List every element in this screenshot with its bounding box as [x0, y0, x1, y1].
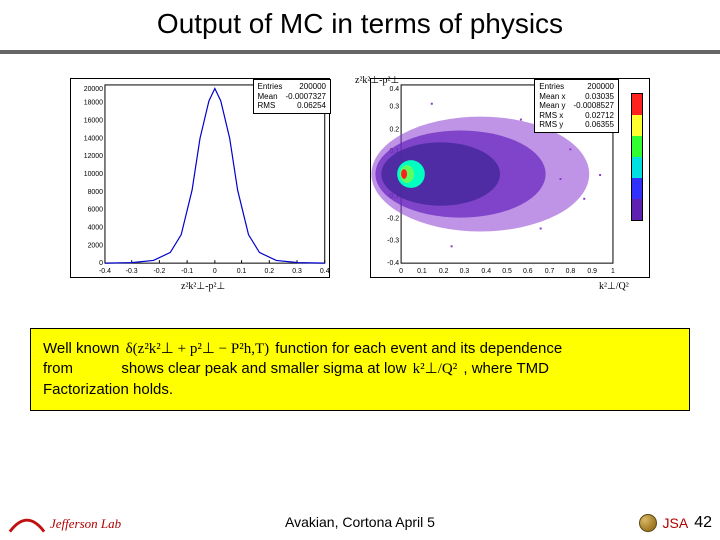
slide-title: Output of MC in terms of physics	[0, 8, 720, 40]
caption-text: , where TMD	[463, 360, 549, 377]
hist-xticks: -0.4 -0.3 -0.2 -0.1 0 0.1 0.2 0.3 0.4	[99, 268, 329, 275]
caption-text: shows clear peak and smaller sigma at lo…	[121, 360, 410, 377]
scatter-stats-box: Entries 200000 Mean x 0.03035 Mean y -0.000…	[534, 79, 619, 133]
svg-text:0.4: 0.4	[389, 86, 399, 93]
scatter-colorbar	[631, 93, 643, 221]
svg-text:0.3: 0.3	[460, 268, 470, 275]
footer-center: Avakian, Cortona April 5	[0, 514, 720, 530]
svg-text:-0.1: -0.1	[181, 268, 193, 275]
svg-text:8000: 8000	[88, 189, 104, 196]
svg-text:14000: 14000	[84, 135, 103, 142]
sc-stat-val: 0.02712	[585, 111, 614, 121]
svg-text:0.3: 0.3	[292, 268, 302, 275]
caption-text: function for each event and its dependen…	[275, 340, 562, 357]
hist-yticks: 0 2000 4000 6000 8000 10000 12000 14000 …	[84, 86, 103, 267]
svg-text:-0.3: -0.3	[126, 268, 138, 275]
svg-text:6000: 6000	[88, 207, 104, 214]
caption-formula-kt: k²⊥/Q²	[411, 361, 460, 377]
svg-text:-0.2: -0.2	[153, 268, 165, 275]
histogram-chart: -0.4 -0.3 -0.2 -0.1 0 0.1 0.2 0.3 0.4 0 …	[70, 78, 330, 278]
svg-text:20000: 20000	[84, 86, 103, 93]
scatter-yaxis-label: z²k²⊥-p²⊥	[355, 75, 399, 86]
scatter-chart: -0.4 -0.3 -0.2 -0.1 0 0.1 0.2 0.3 0.4 0 …	[370, 78, 650, 278]
sc-stat-label: Mean y	[539, 101, 565, 111]
svg-text:0.3: 0.3	[389, 104, 399, 111]
svg-text:0.6: 0.6	[523, 268, 533, 275]
svg-text:0: 0	[99, 260, 103, 267]
hist-stat-label: Mean	[258, 92, 278, 102]
svg-text:18000: 18000	[84, 100, 103, 107]
sc-stat-label: Mean x	[539, 92, 565, 102]
scatter-xaxis-label: k²⊥/Q²	[599, 281, 629, 292]
title-rule	[0, 50, 720, 54]
hist-xaxis-label: z²k²⊥-p²⊥	[181, 281, 225, 292]
svg-text:1: 1	[611, 268, 615, 275]
svg-text:10000: 10000	[84, 171, 103, 178]
hist-stat-label: RMS	[258, 101, 276, 111]
seal-icon	[639, 514, 657, 532]
svg-text:12000: 12000	[84, 153, 103, 160]
svg-text:0.8: 0.8	[566, 268, 576, 275]
caption-box: Well known δ(z²k²⊥ + p²⊥ − P²h,T) functi…	[30, 328, 690, 411]
hist-stat-val: -0.0007327	[286, 92, 326, 102]
svg-text:16000: 16000	[84, 118, 103, 125]
svg-text:0.9: 0.9	[587, 268, 597, 275]
caption-text: Well known	[43, 340, 124, 357]
sc-stat-label: RMS y	[539, 120, 563, 130]
sc-stat-val: 0.03035	[585, 92, 614, 102]
svg-text:0.2: 0.2	[439, 268, 449, 275]
jsa-logo-text: JSA	[663, 515, 689, 531]
svg-text:0: 0	[399, 268, 403, 275]
svg-text:0.4: 0.4	[481, 268, 491, 275]
svg-text:4000: 4000	[88, 224, 104, 231]
svg-text:0.2: 0.2	[264, 268, 274, 275]
sc-stat-val: -0.0008527	[574, 101, 614, 111]
charts-row: -0.4 -0.3 -0.2 -0.1 0 0.1 0.2 0.3 0.4 0 …	[70, 78, 650, 298]
sc-stat-val: 0.06355	[585, 120, 614, 130]
sc-stat-label: Entries	[539, 82, 564, 92]
svg-text:0.5: 0.5	[502, 268, 512, 275]
footer-right: JSA 42	[639, 514, 712, 532]
svg-text:-0.4: -0.4	[99, 268, 111, 275]
histogram-stats-box: Entries 200000 Mean -0.0007327 RMS 0.06254	[253, 79, 332, 114]
hist-stat-label: Entries	[258, 82, 283, 92]
svg-text:-0.4: -0.4	[387, 260, 399, 267]
svg-text:0.2: 0.2	[389, 126, 399, 133]
sc-stat-label: RMS x	[539, 111, 563, 121]
caption-text: from	[43, 360, 77, 377]
svg-text:0.4: 0.4	[320, 268, 329, 275]
svg-text:0: 0	[213, 268, 217, 275]
sc-stat-val: 200000	[587, 82, 614, 92]
hist-stat-val: 0.06254	[297, 101, 326, 111]
svg-text:0.7: 0.7	[545, 268, 555, 275]
page-number: 42	[694, 514, 712, 532]
svg-text:-0.2: -0.2	[387, 216, 399, 223]
svg-text:0.1: 0.1	[237, 268, 247, 275]
svg-text:-0.3: -0.3	[387, 237, 399, 244]
caption-formula-delta: δ(z²k²⊥ + p²⊥ − P²h,T)	[124, 341, 272, 357]
svg-text:0.1: 0.1	[417, 268, 427, 275]
caption-text: Factorization holds.	[43, 381, 173, 398]
scatter-xticks: 0 0.1 0.2 0.3 0.4 0.5 0.6 0.7 0.8 0.9 1	[399, 268, 615, 275]
hist-stat-val: 200000	[299, 82, 326, 92]
svg-text:2000: 2000	[88, 242, 104, 249]
